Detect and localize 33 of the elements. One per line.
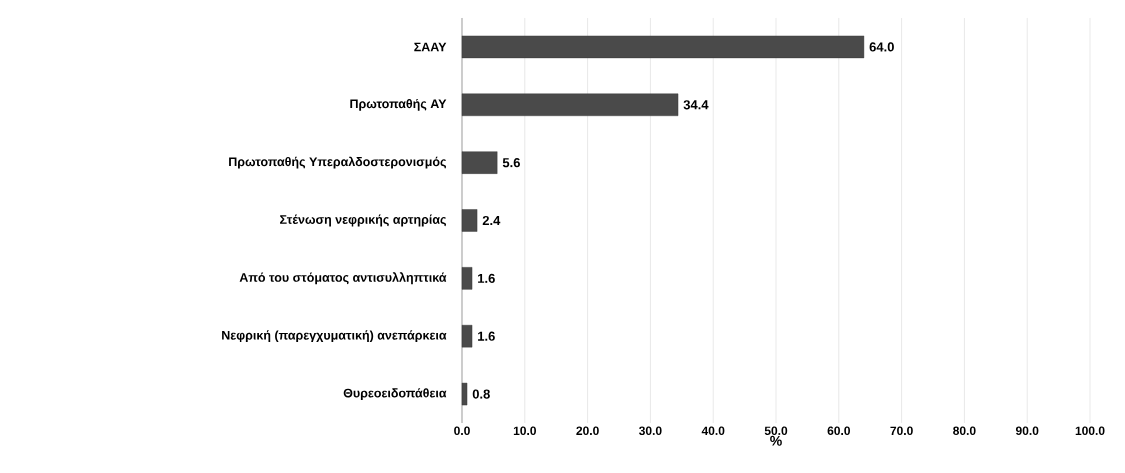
data-label: 1.6 <box>478 331 495 341</box>
bar <box>461 325 473 348</box>
x-tick-label: 0.0 <box>454 426 470 436</box>
x-tick-label: 50.0 <box>764 426 788 436</box>
y-tick-label: Στένωση νεφρικής αρτηρίας <box>280 214 447 227</box>
data-label: 5.6 <box>502 158 520 168</box>
y-tick-label: Πρωτοπαθής ΑΥ <box>350 98 447 111</box>
x-tick-label: 20.0 <box>576 426 599 436</box>
y-tick-label: Από του στόματος αντισυλληπτικά <box>239 272 447 285</box>
x-tick-label: 70.0 <box>890 426 913 436</box>
y-tick-label: Θυρεοειδοπάθεια <box>343 388 447 400</box>
x-tick-label: 80.0 <box>953 426 976 436</box>
y-tick-label: Νεφρική (παρεγχυματική) ανεπάρκεια <box>222 330 447 343</box>
x-tick-label: 60.0 <box>827 426 850 436</box>
x-tick-label: 10.0 <box>513 426 536 436</box>
bar <box>461 35 865 59</box>
bar <box>461 151 498 174</box>
bar <box>461 382 468 406</box>
data-label: 1.6 <box>478 273 495 283</box>
data-label: 2.4 <box>482 215 501 226</box>
data-label: 0.8 <box>472 389 490 399</box>
data-label: 64.0 <box>869 42 894 52</box>
bar <box>461 93 679 116</box>
x-tick-label: 90.0 <box>1015 426 1039 436</box>
x-tick-label: 40.0 <box>701 426 725 436</box>
x-axis-title: % <box>770 435 782 446</box>
bar <box>461 209 478 232</box>
x-tick-label: 100.0 <box>1075 426 1105 436</box>
x-tick-label: 30.0 <box>639 426 662 436</box>
data-label: 34.4 <box>683 100 709 110</box>
bar <box>461 267 473 290</box>
y-tick-label: Πρωτοπαθής Υπεραλδοστερονισμός <box>229 156 447 169</box>
y-tick-label: ΣΑΑΥ <box>414 42 447 52</box>
